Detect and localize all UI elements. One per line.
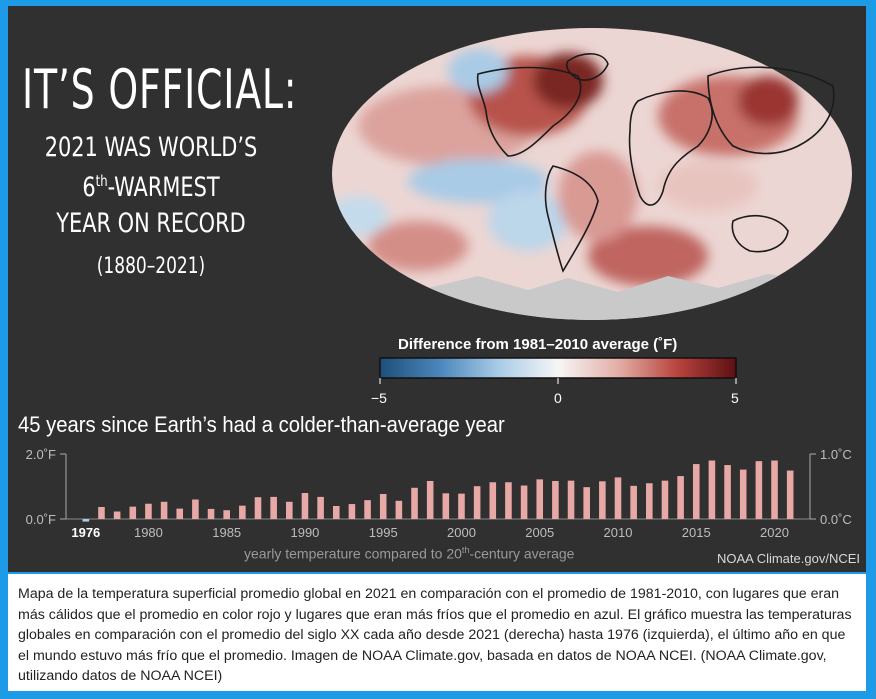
bar-2013 xyxy=(661,480,669,519)
headline-line-5: (1880–2021) xyxy=(96,254,206,279)
bar-1986 xyxy=(239,505,246,519)
bar-1990 xyxy=(301,493,309,519)
y-tick-label-left-bottom: 0.0˚F xyxy=(26,512,56,527)
bar-1988 xyxy=(270,496,277,519)
y-tick-label-right-bottom: 0.0˚C xyxy=(820,512,852,527)
bar-1979 xyxy=(129,506,137,519)
x-tick-label-1980: 1980 xyxy=(134,525,163,540)
bar-2015 xyxy=(692,464,700,519)
colorbar-title: Difference from 1981–2010 average (˚F) xyxy=(398,336,678,353)
x-tick-label-1976: 1976 xyxy=(71,525,100,540)
bar-1989 xyxy=(286,501,293,519)
bar-2019 xyxy=(755,461,763,519)
bar-2001 xyxy=(473,486,481,519)
bar-2002 xyxy=(489,482,497,519)
x-tick-label-1995: 1995 xyxy=(369,525,398,540)
x-tick-label-2020: 2020 xyxy=(760,525,789,540)
bar-2009 xyxy=(599,481,606,519)
bar-1995 xyxy=(379,493,387,519)
bar-1981 xyxy=(160,501,168,519)
bar-2004 xyxy=(520,485,528,519)
bar-2007 xyxy=(567,480,575,519)
bar-2016 xyxy=(708,460,716,519)
x-tick-label-2010: 2010 xyxy=(604,525,633,540)
bar-1983 xyxy=(192,499,199,519)
x-axis-label-post: -century average xyxy=(469,545,575,562)
bar-2017 xyxy=(724,465,731,519)
bar-1991 xyxy=(317,496,324,519)
y-tick-label-left-top: 2.0˚F xyxy=(26,447,56,462)
y-tick-label-right-top: 1.0˚C xyxy=(820,447,852,462)
colorbar xyxy=(379,357,737,384)
bar-2006 xyxy=(552,480,559,519)
bar-1982 xyxy=(176,508,184,519)
bar-2003 xyxy=(505,482,512,519)
temperature-map xyxy=(332,28,852,320)
bar-1999 xyxy=(442,493,450,519)
x-tick-label-2005: 2005 xyxy=(525,525,554,540)
headline-line-4: YEAR ON RECORD xyxy=(56,208,246,239)
colorbar-min-label: −5 xyxy=(371,390,387,406)
headline-rank: 6 xyxy=(82,172,96,203)
bar-1977 xyxy=(98,506,105,519)
bar-1980 xyxy=(145,503,152,519)
bar-1994 xyxy=(364,500,371,519)
bar-2011 xyxy=(630,485,637,519)
colorbar-mid-label: 0 xyxy=(554,390,562,406)
bar-2012 xyxy=(646,483,653,519)
bar-2005 xyxy=(536,479,544,519)
x-tick-label-1985: 1985 xyxy=(212,525,241,540)
bar-1992 xyxy=(332,506,340,519)
x-axis-label-pre: yearly temperature compared to 20 xyxy=(244,545,462,562)
bar-1978 xyxy=(113,511,121,519)
x-axis-label-sup: th xyxy=(461,545,470,555)
headline-line-3: 6th-WARMEST xyxy=(44,172,259,203)
x-axis-label: yearly temperature compared to 20th-cent… xyxy=(244,545,574,562)
bar-2014 xyxy=(677,476,684,519)
caption-text: Mapa de la temperatura superficial prome… xyxy=(18,586,852,684)
bar-1976 xyxy=(82,519,90,522)
caption-box: Mapa de la temperatura superficial prome… xyxy=(8,574,866,691)
bar-2008 xyxy=(583,487,590,519)
bar-2018 xyxy=(739,469,747,519)
bar-2020 xyxy=(771,460,778,519)
bar-2000 xyxy=(458,493,465,519)
x-tick-label-2015: 2015 xyxy=(682,525,711,540)
bar-1998 xyxy=(426,480,434,519)
x-tick-label-2000: 2000 xyxy=(447,525,476,540)
headline-warmest: -WARMEST xyxy=(107,172,220,203)
bar-1993 xyxy=(348,504,356,519)
bar-2021 xyxy=(786,470,794,519)
colorbar-max-label: 5 xyxy=(731,390,739,406)
infographic: IT’S OFFICIAL: 2021 WAS WORLD’S 6th-WARM… xyxy=(8,6,866,572)
bar-1997 xyxy=(411,487,418,519)
headline-line-2: 2021 WAS WORLD’S xyxy=(44,132,258,163)
chart-title: 45 years since Earth’s had a colder-than… xyxy=(18,412,505,437)
bar-chart: 2.0˚F 0.0˚F 1.0˚C 0.0˚C 1976 1980 1985 1990 1995… xyxy=(26,447,852,540)
x-tick-label-1990: 1990 xyxy=(290,525,319,540)
bar-2010 xyxy=(614,477,622,519)
bar-1985 xyxy=(223,510,230,519)
headline-rank-suffix: th xyxy=(95,172,108,190)
credit-label: NOAA Climate.gov/NCEI xyxy=(716,551,860,566)
bar-1996 xyxy=(395,500,403,519)
bar-1984 xyxy=(207,508,215,519)
bar-1987 xyxy=(254,497,262,519)
